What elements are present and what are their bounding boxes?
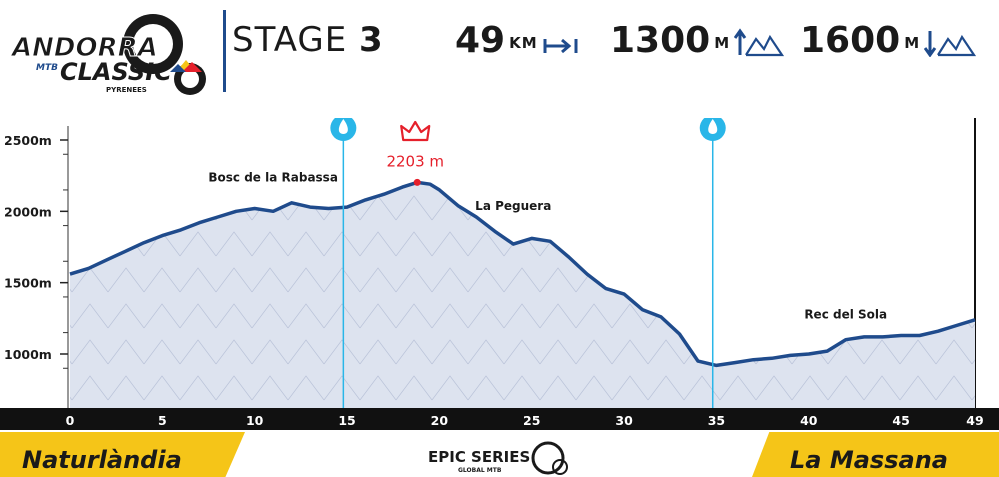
descent-mountain-icon	[924, 31, 977, 57]
x-tick-label: 5	[158, 413, 167, 428]
profile-texture	[70, 182, 975, 408]
y-tick-label: 2000m	[4, 204, 52, 219]
y-tick-label: 2500m	[4, 133, 52, 148]
profile-area	[69, 180, 976, 408]
x-tick-label: 10	[246, 413, 264, 428]
place-label: Bosc de la Rabassa	[208, 170, 338, 184]
profile-line	[69, 180, 976, 368]
distance-arrow-icon	[543, 38, 578, 54]
place-label: Rec del Sola	[804, 307, 887, 321]
epic-series-logo: EPIC SERIES GLOBAL MTB	[428, 441, 568, 475]
logo-mtb: MTB	[36, 63, 58, 73]
logo-region: PYRENEES	[106, 86, 147, 94]
logo-line1: ANDORRA	[10, 33, 158, 63]
start-location: Naturlàndia	[22, 446, 182, 474]
stage-label: STAGE	[232, 20, 348, 60]
x-axis: 0 5 10 15 20 25 30 35 40 45 49	[66, 413, 984, 428]
stage-header: ANDORRA MTB CLASSIC PYRENEES STAGE 3 49 …	[0, 0, 999, 100]
y-tick-label: 1500m	[4, 276, 52, 291]
descent-value: 1600	[800, 20, 901, 61]
water-drop-icon	[699, 118, 726, 141]
place-label: La Peguera	[475, 199, 551, 213]
x-tick-label: 35	[708, 413, 725, 428]
andorra-mtb-classic-logo: ANDORRA MTB CLASSIC PYRENEES	[10, 14, 206, 95]
stage-number: 3	[359, 20, 384, 60]
ascent-unit: M	[714, 34, 731, 52]
x-tick-label: 49	[966, 413, 983, 428]
end-location: La Massana	[790, 446, 948, 474]
x-tick-label: 0	[66, 413, 75, 428]
ascent-value: 1300	[610, 20, 711, 61]
epic-series-text: EPIC SERIES	[428, 448, 530, 466]
y-tick-label: 1000m	[4, 347, 52, 362]
gear-icon	[123, 14, 183, 74]
ascent-stat: 1300 M	[610, 20, 785, 61]
crown-icon	[400, 120, 431, 142]
epic-series-sub: GLOBAL MTB	[458, 467, 502, 474]
descent-unit: M	[904, 34, 921, 52]
y-grid: 2500m 2000m 1500m 1000m	[4, 118, 976, 408]
start-band	[0, 432, 245, 477]
summit-label: 2203 m	[386, 152, 444, 170]
x-axis-bar: 0 5 10 15 20 25 30 35 40 45 49	[0, 408, 999, 430]
markers	[330, 118, 726, 408]
x-tick-label: 25	[523, 413, 540, 428]
water-drop-icon	[330, 118, 357, 141]
header-divider	[223, 10, 226, 92]
x-tick-label: 30	[615, 413, 633, 428]
elevation-profile-chart: 2500m 2000m 1500m 1000m 2203 m Bosc de la Ra…	[4, 118, 976, 408]
logo-line2: CLASSIC	[60, 58, 172, 86]
descent-stat: 1600 M	[800, 20, 977, 61]
ascent-mountain-icon	[734, 28, 785, 57]
x-tick-label: 20	[431, 413, 449, 428]
stage-title: STAGE 3	[232, 20, 384, 60]
distance-unit: KM	[509, 34, 538, 52]
distance-value: 49	[455, 20, 506, 61]
epic-gear-icon	[531, 441, 568, 475]
summit-dot	[413, 178, 421, 186]
distance-stat: 49 KM	[455, 20, 580, 61]
x-tick-label: 15	[338, 413, 355, 428]
labels: 2203 m Bosc de la Rabassa La Peguera Rec de…	[208, 152, 887, 321]
x-tick-label: 40	[800, 413, 818, 428]
end-band	[752, 432, 999, 477]
x-tick-label: 45	[892, 413, 909, 428]
